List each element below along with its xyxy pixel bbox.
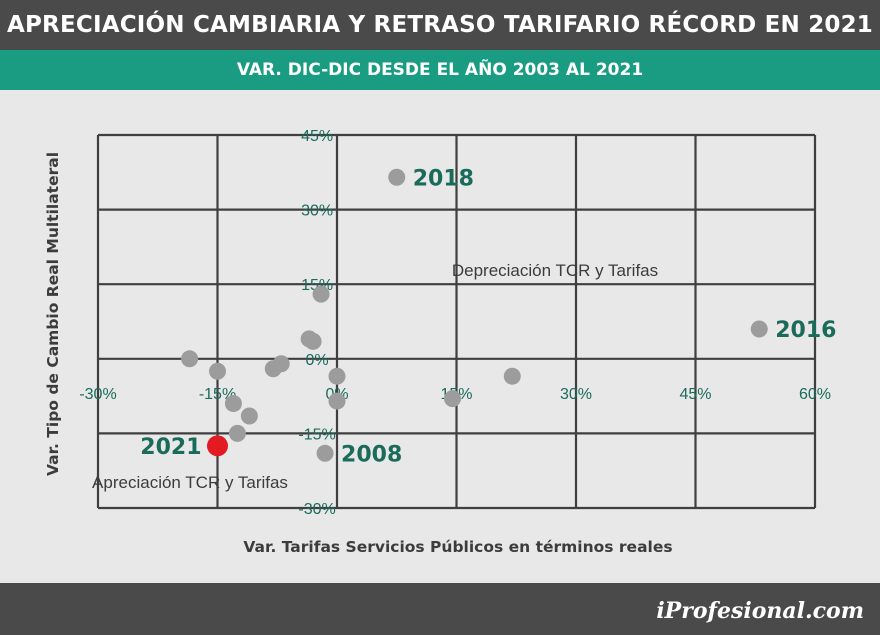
point-label-2008: 2008: [341, 442, 402, 467]
x-tick-label: 30%: [560, 386, 592, 403]
point-label-2016: 2016: [775, 318, 836, 343]
data-point: [328, 392, 346, 410]
footer-bar: [0, 583, 880, 635]
data-point: [181, 350, 199, 368]
annotation-depreciacion: Depreciación TCR y Tarifas: [452, 261, 658, 280]
data-point: [240, 407, 258, 425]
annotation-apreciacion: Apreciación TCR y Tarifas: [92, 473, 288, 492]
x-tick-label: 60%: [799, 386, 831, 403]
y-axis-label: Var. Tipo de Cambio Real Multilateral: [44, 152, 62, 476]
data-point: [316, 444, 334, 462]
brand-logo: iProfesional.com: [656, 598, 864, 624]
data-point: [312, 285, 330, 303]
data-point: [228, 424, 246, 442]
data-point-highlight: [207, 435, 228, 457]
chart-subtitle: VAR. DIC-DIC DESDE EL AÑO 2003 AL 2021: [0, 50, 880, 90]
point-label-2021: 2021: [140, 435, 201, 460]
y-tick-label: -15%: [298, 426, 335, 443]
chart-title: APRECIACIÓN CAMBIARIA Y RETRASO TARIFARI…: [0, 0, 880, 50]
data-point: [503, 367, 521, 385]
data-point: [444, 390, 462, 408]
y-tick-label: 0%: [306, 352, 329, 369]
data-point: [224, 395, 242, 413]
x-tick-label: -30%: [79, 386, 116, 403]
data-point: [750, 320, 768, 338]
data-point: [388, 168, 406, 186]
x-axis-label: Var. Tarifas Servicios Públicos en térmi…: [243, 538, 672, 556]
data-point: [304, 332, 322, 350]
y-tick-label: 30%: [301, 203, 333, 220]
y-tick-label: -30%: [298, 501, 335, 518]
point-label-2018: 2018: [413, 166, 474, 191]
data-point: [272, 355, 290, 373]
point-labels: 2018 2016 2008 2021: [140, 166, 836, 467]
data-points: [181, 168, 768, 462]
data-point: [328, 367, 346, 385]
y-tick-labels: 45%30%15%0%-15%-30%: [298, 128, 335, 518]
y-tick-label: 45%: [301, 128, 333, 145]
data-point: [209, 362, 226, 380]
x-tick-label: 45%: [679, 386, 711, 403]
